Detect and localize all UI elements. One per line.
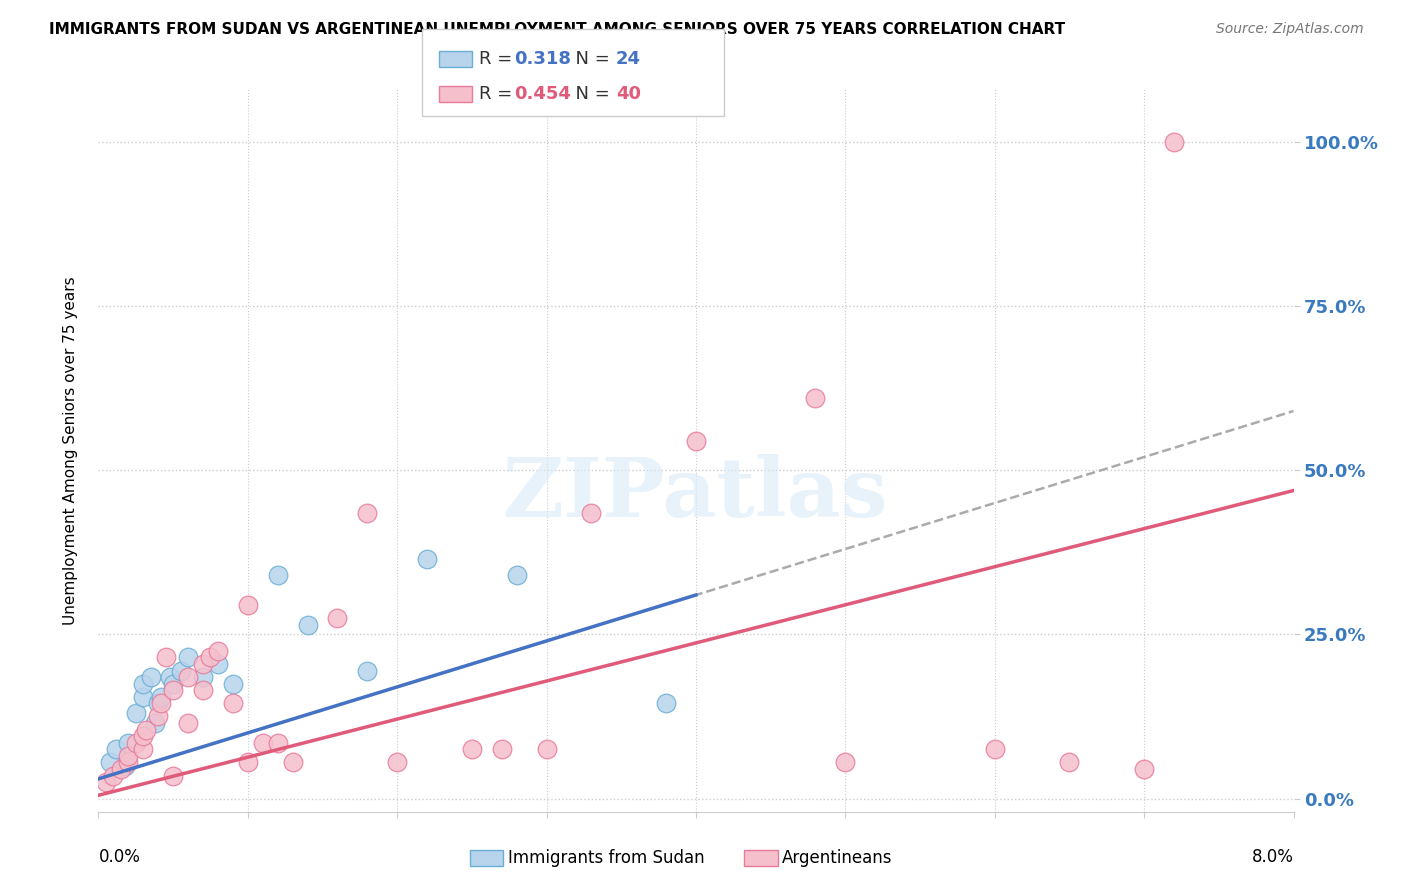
Point xyxy=(581,506,603,520)
Y-axis label: Unemployment Among Seniors over 75 years: Unemployment Among Seniors over 75 years xyxy=(63,277,77,624)
Point xyxy=(98,756,122,770)
Point xyxy=(150,690,173,704)
Text: 24: 24 xyxy=(616,50,641,68)
Point xyxy=(191,683,214,698)
Text: R =: R = xyxy=(479,86,519,103)
Text: Argentineans: Argentineans xyxy=(782,849,893,867)
Point xyxy=(177,716,200,731)
Point xyxy=(200,650,222,665)
Point xyxy=(132,729,155,743)
Point xyxy=(267,568,290,582)
Point xyxy=(162,769,184,783)
Point xyxy=(685,434,707,448)
Point xyxy=(125,706,148,721)
Point xyxy=(117,748,139,763)
Point xyxy=(103,769,125,783)
Point xyxy=(984,742,1007,756)
Text: 0.318: 0.318 xyxy=(515,50,572,68)
Point xyxy=(236,756,259,770)
Point xyxy=(1163,135,1185,149)
Point xyxy=(536,742,558,756)
Point xyxy=(159,670,181,684)
Point xyxy=(114,758,136,772)
Point xyxy=(356,664,378,678)
Point xyxy=(125,736,148,750)
Point xyxy=(281,756,304,770)
Point xyxy=(155,650,177,665)
Point xyxy=(655,697,678,711)
Point xyxy=(222,697,245,711)
Point xyxy=(143,716,166,731)
Text: 40: 40 xyxy=(616,86,641,103)
Text: Source: ZipAtlas.com: Source: ZipAtlas.com xyxy=(1216,22,1364,37)
Text: IMMIGRANTS FROM SUDAN VS ARGENTINEAN UNEMPLOYMENT AMONG SENIORS OVER 75 YEARS CO: IMMIGRANTS FROM SUDAN VS ARGENTINEAN UNE… xyxy=(49,22,1066,37)
Point xyxy=(105,742,128,756)
Point xyxy=(1059,756,1081,770)
Point xyxy=(385,756,409,770)
Point xyxy=(207,644,229,658)
Point xyxy=(356,506,378,520)
Text: ZIPatlas: ZIPatlas xyxy=(503,454,889,533)
Point xyxy=(132,690,155,704)
Text: N =: N = xyxy=(564,86,616,103)
Point xyxy=(491,742,513,756)
Point xyxy=(506,568,529,582)
Point xyxy=(132,742,155,756)
Text: 0.454: 0.454 xyxy=(515,86,571,103)
Point xyxy=(117,736,139,750)
Point xyxy=(148,709,170,723)
Point xyxy=(236,598,259,612)
Point xyxy=(191,670,214,684)
Point xyxy=(252,736,274,750)
Point xyxy=(177,670,200,684)
Point xyxy=(117,756,139,770)
Text: Immigrants from Sudan: Immigrants from Sudan xyxy=(508,849,704,867)
Text: 8.0%: 8.0% xyxy=(1251,847,1294,866)
Point xyxy=(191,657,214,671)
Point xyxy=(150,697,173,711)
Point xyxy=(461,742,484,756)
Point xyxy=(177,650,200,665)
Point xyxy=(267,736,290,750)
Point xyxy=(162,683,184,698)
Point xyxy=(148,697,170,711)
Point xyxy=(834,756,856,770)
Point xyxy=(222,676,245,690)
Point xyxy=(416,551,439,566)
Point xyxy=(94,775,117,789)
Point xyxy=(132,676,155,690)
Point xyxy=(135,723,157,737)
Point xyxy=(110,762,132,776)
Point xyxy=(1133,762,1156,776)
Text: N =: N = xyxy=(564,50,616,68)
Point xyxy=(804,391,827,405)
Text: 0.0%: 0.0% xyxy=(98,847,141,866)
Point xyxy=(207,657,229,671)
Point xyxy=(162,676,184,690)
Point xyxy=(169,664,191,678)
Point xyxy=(297,617,319,632)
Point xyxy=(326,611,349,625)
Point xyxy=(139,670,162,684)
Text: R =: R = xyxy=(479,50,519,68)
